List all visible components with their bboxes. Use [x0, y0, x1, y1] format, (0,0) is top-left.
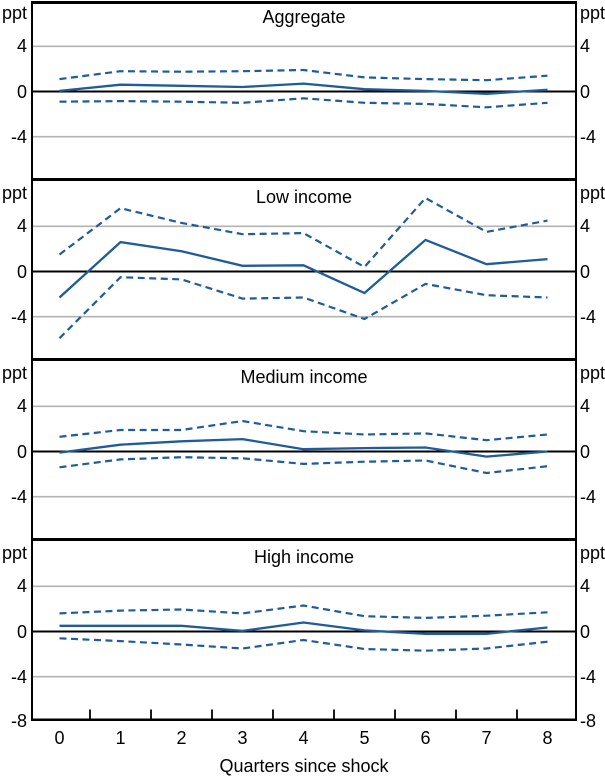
lower-band-line — [59, 637, 548, 652]
y-tick-label-left-0: 0 — [16, 621, 27, 642]
x-tick-label-1: 1 — [115, 728, 126, 748]
y-tick-label-right-4: 4 — [580, 216, 591, 237]
y-tick-label-left-0: 0 — [16, 441, 27, 462]
x-tick-label-6: 6 — [420, 728, 431, 748]
y-tick-label-left--4: -4 — [10, 126, 27, 147]
x-tick-label-8: 8 — [542, 728, 553, 748]
chart-panel-aggregate: Aggregate ppt ppt 4 4 0 0 -4 -4 — [0, 1, 605, 181]
response-line — [59, 82, 548, 95]
panel-title: Aggregate — [262, 7, 346, 27]
upper-band-line — [58, 196, 548, 269]
panel-plot-area — [31, 181, 577, 361]
unit-label-right: ppt — [580, 183, 605, 203]
y-tick-label-right-4: 4 — [580, 396, 591, 417]
y-tick-label-right-0: 0 — [580, 261, 591, 282]
y-tick-label-right--4: -4 — [580, 486, 597, 507]
y-tick-label-left--4: -4 — [10, 486, 27, 507]
panel-title: High income — [253, 547, 355, 567]
y-tick-label-right-0: 0 — [580, 621, 591, 642]
x-tick-label-3: 3 — [237, 728, 248, 748]
y-tick-label-left-4: 4 — [16, 216, 27, 237]
unit-label-left: ppt — [1, 543, 27, 563]
upper-band-line — [59, 604, 548, 620]
panel-plot-area — [31, 1, 577, 181]
y-tick-label-right-4: 4 — [580, 36, 591, 57]
y-tick-label-left-4: 4 — [16, 36, 27, 57]
y-tick-label-left--4: -4 — [10, 666, 27, 687]
x-tick-label-0: 0 — [54, 728, 65, 748]
lower-band-line — [59, 456, 548, 475]
y-tick-label-right--4: -4 — [580, 306, 597, 327]
response-line — [58, 238, 548, 299]
y-tick-label-left-0: 0 — [16, 261, 27, 282]
response-line — [59, 621, 548, 635]
y-tick-label-right-0: 0 — [580, 81, 591, 102]
y-tick-label-right-neg8: -8 — [580, 711, 597, 731]
unit-label-right: ppt — [580, 363, 605, 383]
y-tick-label-right--4: -4 — [580, 126, 597, 147]
x-axis-title: Quarters since shock — [219, 756, 389, 776]
y-tick-label-right--4: -4 — [580, 666, 597, 687]
upper-band-line — [59, 68, 548, 82]
lower-band-line — [59, 97, 548, 109]
unit-label-right: ppt — [580, 3, 605, 23]
panel-title: Low income — [255, 187, 353, 207]
x-tick-label-5: 5 — [359, 728, 370, 748]
x-tick-label-7: 7 — [481, 728, 492, 748]
chart-panel-medium-income: Medium income ppt ppt 4 4 0 0 -4 -4 — [0, 361, 605, 541]
y-tick-label-left-4: 4 — [16, 576, 27, 597]
chart-panel-low-income: Low income ppt ppt 4 4 0 0 -4 -4 — [0, 181, 605, 361]
y-tick-label-left-4: 4 — [16, 396, 27, 417]
lower-band-line — [58, 276, 548, 339]
unit-label-left: ppt — [1, 3, 27, 23]
panel-title: Medium income — [240, 367, 368, 387]
y-tick-label-left-0: 0 — [16, 81, 27, 102]
x-tick-label-2: 2 — [176, 728, 187, 748]
x-tick-label-4: 4 — [298, 728, 309, 748]
y-tick-label-left-neg8: -8 — [10, 711, 27, 731]
y-tick-label-right-0: 0 — [580, 441, 591, 462]
y-tick-label-left--4: -4 — [10, 306, 27, 327]
unit-label-right: ppt — [580, 543, 605, 563]
unit-label-left: ppt — [1, 183, 27, 203]
y-tick-label-right-4: 4 — [580, 576, 591, 597]
panel-plot-area — [31, 541, 577, 721]
response-line — [59, 437, 548, 458]
upper-band-line — [59, 419, 548, 442]
unit-label-left: ppt — [1, 363, 27, 383]
chart-panel-high-income: High income ppt ppt 4 4 0 0 -4 -4 -8 -8 — [0, 541, 605, 731]
panel-plot-area — [31, 361, 577, 541]
